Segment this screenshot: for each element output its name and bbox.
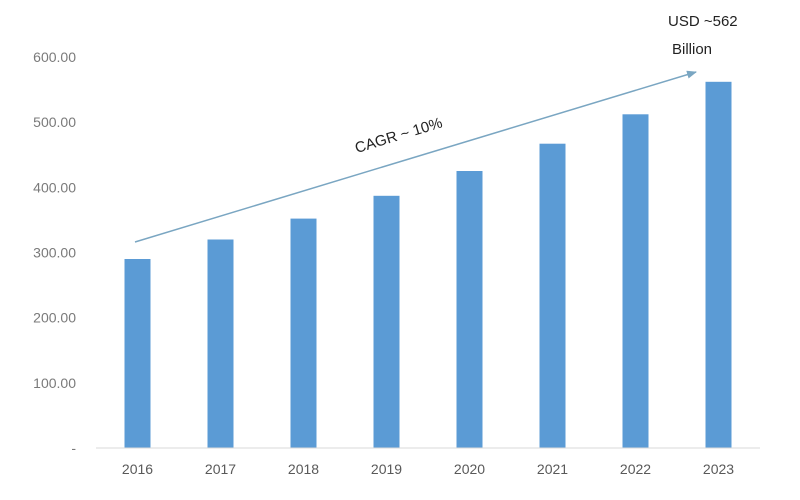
x-tick-label: 2020 (454, 461, 485, 477)
bar-2020 (456, 171, 483, 448)
y-tick-label: 400.00 (33, 179, 76, 195)
usd-unit-label: Billion (672, 41, 712, 58)
x-tick-label: 2017 (205, 461, 236, 477)
x-tick-label: 2016 (122, 461, 153, 477)
trend-arrow (134, 70, 697, 243)
y-axis-ticks: - 100.00 200.00 300.00 400.00 500.00 600.00 (33, 49, 76, 456)
bar-2022 (622, 114, 649, 449)
usd-value-label: USD ~562 (668, 13, 738, 30)
y-tick-label: - (71, 440, 76, 456)
y-tick-label: 500.00 (33, 114, 76, 130)
bar-2021 (539, 143, 566, 448)
x-tick-label: 2023 (703, 461, 734, 477)
x-tick-label: 2021 (537, 461, 568, 477)
x-tick-label: 2018 (288, 461, 319, 477)
y-tick-label: 300.00 (33, 245, 76, 261)
bar-2019 (373, 195, 400, 448)
y-tick-label: 100.00 (33, 375, 76, 391)
bar-2018 (290, 218, 317, 448)
x-tick-label: 2019 (371, 461, 402, 477)
bars-layer (124, 81, 732, 449)
bar-2017 (207, 239, 234, 448)
bar-2023 (705, 81, 732, 449)
x-tick-label: 2022 (620, 461, 651, 477)
y-tick-label: 200.00 (33, 310, 76, 326)
cagr-label: CAGR ~ 10% (353, 114, 445, 156)
x-axis-ticks: 2016 2017 2018 2019 2020 2021 2022 2023 (122, 461, 734, 477)
bar-2016 (124, 259, 151, 448)
y-tick-label: 600.00 (33, 49, 76, 65)
